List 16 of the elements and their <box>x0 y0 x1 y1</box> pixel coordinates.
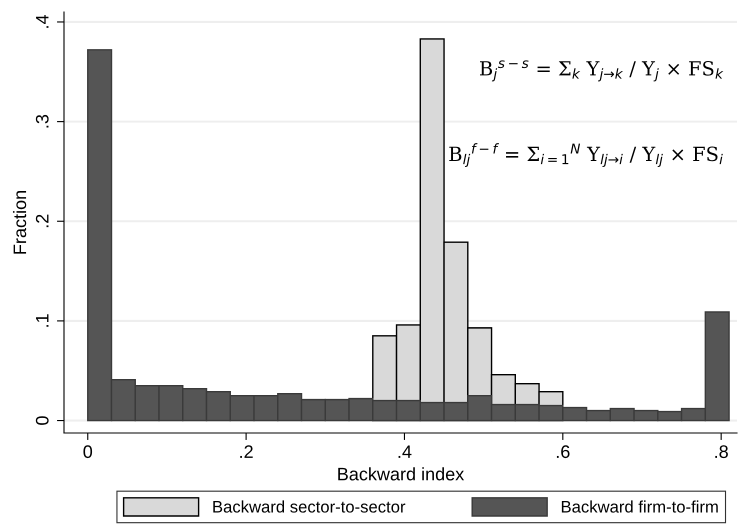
y-tick-label: 0 <box>36 416 49 425</box>
x-tick-label: .6 <box>556 445 570 458</box>
x-tick-label: .2 <box>240 445 253 458</box>
y-tick-label: .4 <box>36 14 48 28</box>
legend-label: Backward firm-to-firm <box>562 500 718 513</box>
x-tick-label: 0 <box>83 445 92 458</box>
x-tick-label: .4 <box>398 445 412 458</box>
text: B$_{lj}$$^{f−f}$ = Σ$_{i=1}$$^{N}$ Y$_{lj→i}$ / Y$_{lj}$ × FS$_{i}$ <box>449 143 723 167</box>
y-tick-label: .2 <box>36 214 48 228</box>
x-axis-title: Backward index <box>338 467 464 480</box>
x-tick-label: .8 <box>715 445 728 458</box>
y-tick-label: .3 <box>36 114 49 128</box>
y-tick-label: .1 <box>36 314 48 327</box>
text: B$_{j}$$^{s−s}$ = Σ$_{k}$ Y$_{j→k}$ / Y$_{j}$ × FS$_{k}$ <box>480 60 724 82</box>
legend-label: Backward sector-to-sector <box>213 500 406 513</box>
y-axis-title: Fraction <box>12 191 26 254</box>
